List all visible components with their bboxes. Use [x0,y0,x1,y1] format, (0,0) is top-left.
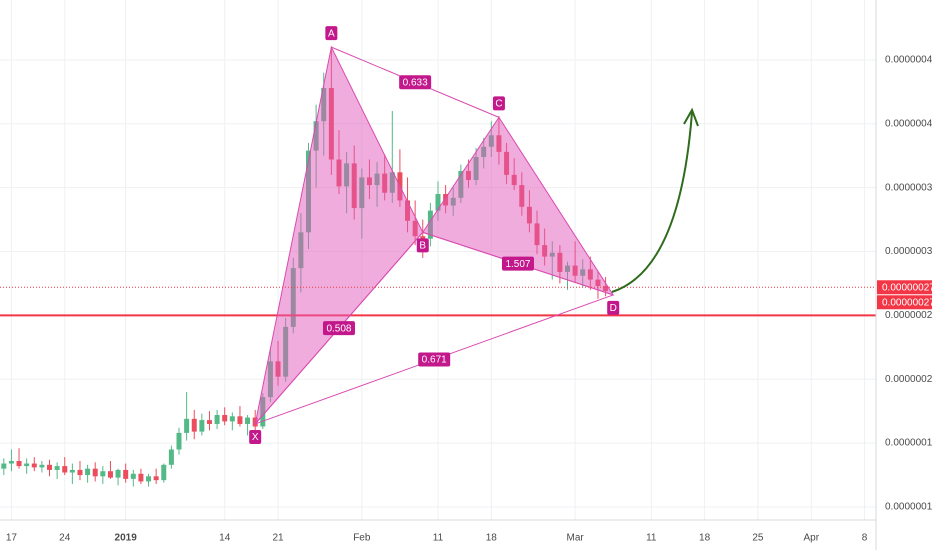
candle-body [229,416,235,422]
overlay: 0.508 0.633 1.507 0.671 X A B C D [0,26,876,444]
y-tick-label: 0.00000045 [885,55,932,66]
y-tick-label: 0.00000025 [885,310,932,321]
ratio-badge [501,256,534,271]
candle-body [69,469,75,473]
candle-body [420,236,426,239]
candle-body [191,418,197,432]
candle-body [16,460,22,467]
candle-body [54,466,60,470]
ratio-badge [399,75,432,90]
candle-body [24,463,30,467]
x-tick-label: Feb [353,533,371,544]
candle-body [85,468,91,476]
point-badge [416,238,429,253]
candle-body [214,415,220,424]
candle-body [176,432,182,450]
candle-body [77,469,83,476]
x-tick-label: Apr [803,533,819,544]
candle-body [8,460,14,464]
candle-body [115,469,121,478]
ratio-badge [322,321,355,336]
price-badge [877,280,932,295]
ratio-label: 0.508 [326,323,351,334]
candle-body [107,471,113,478]
candle-body [206,420,212,424]
y-tick-label: 0.00000015 [885,438,932,449]
x-tick-label: 14 [219,533,231,544]
x-tick-label: 18 [486,533,498,544]
x-tick-label: 2019 [115,533,138,544]
ratio-label: 0.633 [403,77,428,88]
candle-body [184,418,190,433]
point-label: X [252,432,259,443]
arrow-head [683,107,699,127]
candle-body [245,417,251,424]
x-tick-label: 11 [433,533,444,544]
candle-body [92,468,98,477]
x-tick-label: Mar [566,533,584,544]
point-label: D [610,303,617,314]
point-label: A [328,28,335,39]
candle-body [435,194,441,211]
point-label: C [495,99,502,110]
point-badge [249,429,262,444]
point-badge [492,96,505,111]
candle-body [146,476,152,482]
candle-body [62,466,68,473]
y-tick-label: 0.00000035 [885,182,932,193]
x-tick-label: 18 [699,533,711,544]
candle-body [39,464,45,468]
x-tick-label: 8 [862,533,868,544]
candle-body [237,416,243,424]
x-tick-label: 24 [59,533,71,544]
candle-body [168,449,174,465]
candle-body [123,469,129,479]
x-tick-label: 21 [272,533,284,544]
candle-body [100,471,106,477]
ratio-label: 1.507 [505,259,530,270]
x-tick-label: 25 [752,533,764,544]
candle-body [199,420,205,432]
point-badge [325,26,338,41]
candle-body [161,464,167,481]
candle-body [130,473,136,479]
candle-body [138,473,144,482]
candle-body [31,463,37,468]
point-badge [607,300,620,315]
price-badge-label: 0.00000027 [882,282,932,293]
candle-body [153,476,159,481]
candle-body [1,463,7,469]
price-badge-label: 0.00000027 [882,297,932,308]
candle-body [47,464,53,470]
projection-arrow [611,111,693,293]
ratio-label: 0.671 [422,355,447,366]
ratio-badge [418,352,451,367]
price-badge [877,295,932,310]
x-tick-label: 11 [646,533,657,544]
candle-body [222,415,228,422]
x-tick-label: 17 [6,533,18,544]
point-label: B [419,240,426,251]
